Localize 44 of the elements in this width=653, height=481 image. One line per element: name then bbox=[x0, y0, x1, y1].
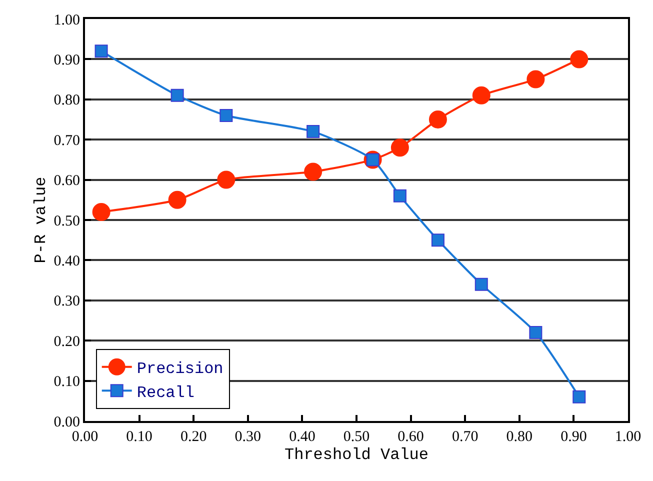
legend-label: Precision bbox=[136, 360, 224, 378]
x-tick-label: 0.30 bbox=[234, 429, 262, 445]
x-tick-label: 0.70 bbox=[452, 429, 478, 445]
y-tick-label: 0.40 bbox=[54, 253, 80, 270]
point bbox=[217, 170, 236, 189]
legend-label: Recall bbox=[136, 384, 194, 402]
x-tick-label: 0.10 bbox=[126, 429, 152, 445]
y-tick-label: 1.00 bbox=[54, 12, 80, 28]
point bbox=[431, 234, 444, 247]
point bbox=[572, 390, 586, 404]
point bbox=[92, 202, 110, 221]
point bbox=[304, 162, 322, 181]
y-tick-label: 0.30 bbox=[54, 294, 80, 310]
y-tick-label: 0.00 bbox=[54, 414, 80, 430]
point bbox=[94, 44, 108, 58]
x-tick-label: 0.00 bbox=[72, 429, 98, 445]
point bbox=[472, 86, 490, 104]
point bbox=[168, 190, 186, 209]
point bbox=[306, 125, 320, 138]
point bbox=[428, 110, 447, 128]
point bbox=[393, 189, 406, 202]
y-tick-label: 0.60 bbox=[54, 173, 80, 190]
point bbox=[390, 138, 409, 157]
x-tick-label: 0.80 bbox=[506, 429, 533, 445]
x-axis-title: Threshold Value bbox=[284, 446, 429, 464]
point bbox=[474, 278, 488, 291]
y-tick-label: 0.20 bbox=[54, 334, 80, 350]
y-tick-label: 0.70 bbox=[54, 132, 80, 149]
y-tick-label: 0.50 bbox=[54, 213, 80, 230]
x-tick-label: 0.50 bbox=[343, 429, 370, 445]
x-tick-label: 1.00 bbox=[614, 429, 642, 445]
x-tick-label: 0.40 bbox=[289, 429, 316, 445]
y-axis-title: P-R value bbox=[32, 176, 50, 264]
point bbox=[529, 326, 542, 340]
point bbox=[526, 70, 545, 88]
y-tick-label: 0.80 bbox=[54, 92, 80, 109]
y-tick-label: 0.10 bbox=[54, 374, 80, 390]
x-tick-label: 0.90 bbox=[560, 429, 587, 445]
point bbox=[570, 50, 588, 68]
point bbox=[220, 108, 233, 122]
x-tick-label: 0.60 bbox=[398, 429, 424, 445]
y-tick-label: 0.90 bbox=[54, 52, 80, 68]
x-tick-label: 0.20 bbox=[180, 429, 207, 445]
point bbox=[170, 88, 184, 102]
